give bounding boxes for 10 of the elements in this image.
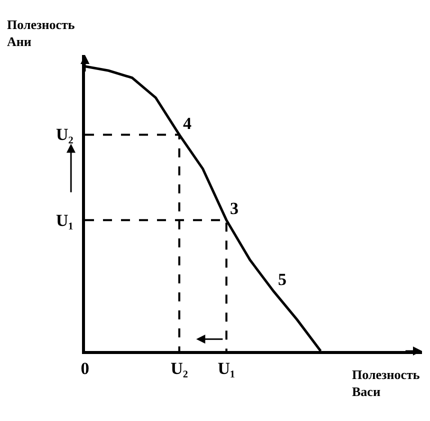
- x-axis-title: Полезность Васи: [352, 367, 420, 399]
- y-axis-title: Полезность Ани: [7, 17, 75, 49]
- x-tick-label: 0: [80, 359, 90, 378]
- annotation: 3: [230, 199, 238, 218]
- text: U₁: [56, 211, 74, 230]
- annotation: 4: [183, 114, 192, 133]
- text: U₂: [56, 125, 74, 144]
- x-tick-label: U₁: [218, 359, 236, 378]
- x-tick-label: U₂: [170, 359, 188, 378]
- annotation: 5: [278, 270, 286, 289]
